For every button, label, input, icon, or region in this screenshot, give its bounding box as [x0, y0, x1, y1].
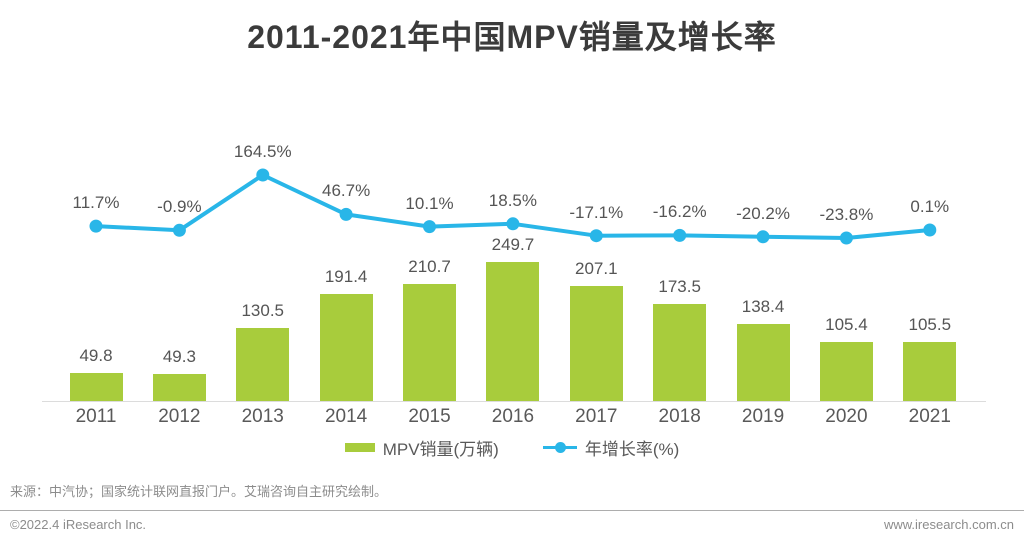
growth-value-label-2012: -0.9% [157, 197, 202, 217]
growth-value-label-2015: 10.1% [405, 193, 454, 213]
bar-2012 [152, 374, 206, 401]
bar-value-label-2021: 105.5 [908, 315, 952, 334]
bar-value-label-2017: 207.1 [574, 259, 618, 278]
bar-swatch-icon [344, 443, 375, 452]
bar-value-label-2013: 130.5 [241, 301, 285, 320]
growth-point-2018 [673, 228, 687, 242]
x-axis-label-2021: 2021 [908, 406, 951, 427]
legend-item-sales: MPV销量(万辆) [344, 435, 499, 460]
growth-value-label-2016: 18.5% [488, 190, 537, 210]
x-axis-label-2019: 2019 [741, 406, 785, 427]
x-axis-label-2013: 2013 [241, 406, 284, 427]
bar-value-label-2018: 173.5 [658, 277, 701, 296]
growth-point-2017 [589, 229, 603, 243]
legend: MPV销量(万辆) 年增长率(%) [0, 435, 1024, 460]
growth-value-label-2017: -17.1% [569, 202, 624, 222]
website-url: www.iresearch.com.cn [883, 517, 1014, 532]
x-axis-line [42, 401, 986, 402]
growth-value-label-2014: 46.7% [322, 181, 371, 201]
legend-label-sales: MPV销量(万辆) [382, 440, 499, 459]
growth-point-2016 [506, 217, 520, 231]
growth-value-label-2021: 0.1% [910, 197, 950, 216]
x-axis-label-2020: 2020 [825, 406, 868, 427]
growth-point-2015 [423, 220, 436, 234]
bar-value-label-2012: 49.3 [162, 347, 196, 366]
growth-value-label-2018: -16.2% [652, 202, 707, 222]
bar-2021 [903, 342, 957, 401]
footer-divider [0, 510, 1024, 511]
bar-value-label-2015: 210.7 [408, 257, 451, 276]
footer: ©2022.4 iResearch Inc. www.iresearch.com… [0, 517, 1024, 532]
bar-value-label-2019: 138.4 [741, 297, 785, 316]
x-axis-label-2016: 2016 [491, 406, 535, 427]
x-axis-label-2015: 2015 [408, 406, 451, 427]
bar-2014 [319, 294, 373, 401]
x-axis-label-2017: 2017 [575, 406, 618, 427]
bar-2019 [736, 324, 790, 401]
x-axis-label-2014: 2014 [324, 406, 368, 427]
bar-2015 [403, 284, 457, 401]
growth-point-2012 [172, 223, 186, 237]
bar-2013 [236, 328, 290, 401]
growth-point-2011 [89, 219, 103, 233]
legend-label-growth: 年增长率(%) [584, 440, 680, 459]
x-axis-label-2018: 2018 [658, 406, 701, 427]
growth-value-label-2019: -20.2% [736, 203, 790, 223]
growth-point-2021 [923, 223, 937, 237]
copyright-text: ©2022.4 iResearch Inc. [10, 517, 147, 532]
x-axis-label-2011: 2011 [75, 406, 117, 427]
x-axis-label-2012: 2012 [158, 406, 201, 427]
growth-point-2013 [256, 168, 270, 182]
bar-2018 [653, 304, 707, 401]
bar-2016 [486, 262, 540, 401]
bar-2017 [569, 286, 623, 401]
bar-value-label-2016: 249.7 [491, 235, 535, 254]
bar-value-label-2014: 191.4 [324, 267, 368, 286]
line-swatch-icon [542, 442, 577, 453]
source-note: 来源：中汽协；国家统计联网直报门户。艾瑞咨询自主研究绘制。 [10, 484, 388, 499]
bar-2020 [819, 342, 873, 401]
legend-item-growth: 年增长率(%) [542, 435, 680, 460]
growth-value-label-2011: 11.7% [72, 193, 120, 213]
growth-value-label-2013: 164.5% [233, 142, 292, 161]
line-swatch-dot-icon [554, 442, 566, 453]
growth-value-label-2020: -23.8% [819, 205, 874, 224]
growth-point-2014 [339, 207, 353, 221]
growth-point-2020 [839, 231, 853, 245]
bar-value-label-2011: 49.8 [79, 346, 113, 365]
growth-point-2019 [756, 230, 770, 244]
bar-value-label-2020: 105.4 [825, 315, 868, 334]
chart-title: 2011-2021年中国MPV销量及增长率 [247, 19, 777, 55]
bar-2011 [69, 373, 123, 401]
